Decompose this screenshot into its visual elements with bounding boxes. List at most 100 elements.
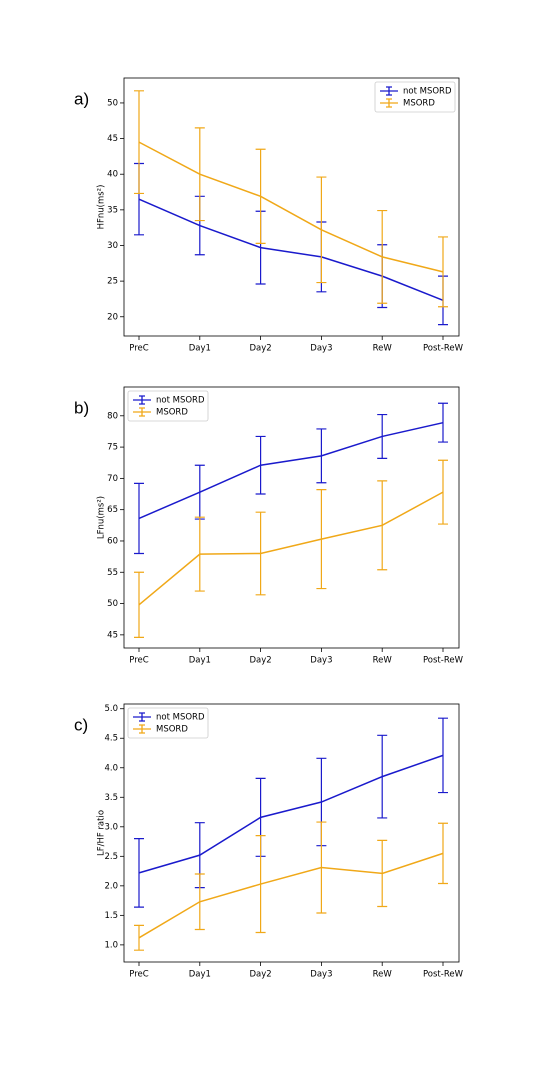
error-bar	[255, 435, 266, 495]
axes-frame	[123, 77, 460, 337]
series-line	[138, 491, 444, 606]
y-tick-label: 50	[107, 98, 118, 108]
legend-frame	[374, 81, 456, 113]
error-bar	[255, 511, 266, 596]
legend-swatch	[380, 86, 398, 96]
panel: b) LFnu(ms²) 45 50 55 60 65 70 75 80 PreC Day1 Day2 D…	[74, 386, 464, 666]
x-tick-label: PreC	[129, 656, 149, 666]
y-tick-label: 40	[107, 170, 118, 180]
panel: c) LF/HF ratio 1.0 1.5 2.0 2.5 3.0 3.5 4.0 4.5 5.0…	[74, 703, 464, 980]
error-bar	[194, 873, 205, 931]
error-bar	[438, 236, 448, 308]
legend-label: MSORD	[156, 725, 188, 735]
error-bar	[377, 480, 388, 571]
y-tick-label: 60	[107, 536, 118, 546]
x-tick-label: Day2	[249, 970, 271, 980]
error-bar	[194, 516, 205, 592]
y-tick-label: 1.5	[104, 911, 118, 921]
y-tick-label: 2.5	[104, 852, 118, 862]
series-line	[138, 141, 444, 273]
y-tick-label: 30	[107, 241, 118, 251]
y-tick-label: 20	[107, 312, 118, 322]
y-axis-label: LF/HF ratio	[97, 810, 107, 856]
y-tick-label: 1.0	[104, 940, 118, 950]
error-bar	[438, 822, 448, 885]
legend-swatch	[133, 724, 151, 734]
error-bar	[377, 209, 388, 304]
error-bar	[438, 459, 448, 525]
x-tick-label: ReW	[373, 344, 393, 354]
x-tick-label: Day2	[249, 344, 271, 354]
error-bar	[134, 90, 144, 195]
x-tick-label: Day3	[310, 344, 332, 354]
error-bar	[377, 413, 388, 459]
error-bar	[255, 148, 266, 244]
legend-frame	[127, 390, 209, 422]
x-tick-label: PreC	[129, 970, 149, 980]
y-tick-label: 45	[107, 630, 118, 640]
y-tick-label: 4.5	[104, 734, 118, 744]
x-tick-label: Post-ReW	[423, 970, 464, 980]
x-tick-label: Day1	[189, 970, 211, 980]
legend: not MSORD MSORD	[127, 707, 209, 739]
legend-label: MSORD	[156, 408, 188, 418]
error-bar	[134, 838, 144, 908]
axes-frame	[123, 386, 460, 649]
legend-label: MSORD	[403, 99, 435, 109]
y-tick-label: 3.0	[104, 822, 118, 832]
error-bar	[316, 489, 327, 590]
error-bar	[194, 464, 205, 520]
panel-label: a)	[74, 89, 89, 108]
x-tick-label: Day1	[189, 344, 211, 354]
legend: not MSORD MSORD	[127, 390, 209, 422]
legend: not MSORD MSORD	[374, 81, 456, 113]
panel: a) HFnu(ms²) 20 25 30 35 40 45 50 PreC Day1 Day2 Day…	[74, 77, 464, 354]
error-bar	[438, 402, 448, 443]
panel-label: c)	[74, 715, 88, 734]
axes-frame	[123, 703, 460, 963]
series-line	[138, 852, 444, 939]
y-tick-label: 50	[107, 599, 118, 609]
error-bar	[255, 835, 266, 934]
error-bar	[194, 127, 205, 222]
y-tick-label: 35	[107, 205, 118, 215]
x-tick-label: Day2	[249, 656, 271, 666]
legend-swatch	[380, 98, 398, 108]
legend-label: not MSORD	[403, 87, 452, 97]
x-tick-label: PreC	[129, 344, 149, 354]
y-axis-label: LFnu(ms²)	[97, 496, 107, 539]
y-tick-label: 4.0	[104, 763, 118, 773]
panel-label: b)	[74, 398, 89, 417]
legend-frame	[127, 707, 209, 739]
x-tick-label: Day3	[310, 656, 332, 666]
error-bar	[377, 734, 388, 819]
error-bar	[377, 839, 388, 908]
legend-label: not MSORD	[156, 396, 205, 406]
series-line	[138, 198, 444, 302]
y-axis-label: HFnu(ms²)	[97, 185, 107, 230]
error-bar	[134, 924, 144, 951]
y-tick-label: 5.0	[104, 704, 118, 714]
series-line	[138, 421, 444, 520]
error-bar	[438, 717, 448, 794]
error-bar	[316, 821, 327, 914]
error-bar	[134, 482, 144, 555]
y-tick-label: 75	[107, 443, 118, 453]
x-tick-label: Post-ReW	[423, 344, 464, 354]
legend-swatch	[133, 407, 151, 417]
y-tick-label: 2.0	[104, 881, 118, 891]
series-line	[138, 754, 444, 874]
error-bar	[316, 176, 327, 284]
y-tick-label: 55	[107, 568, 118, 578]
error-bar	[134, 571, 144, 638]
legend-swatch	[133, 395, 151, 405]
y-tick-label: 45	[107, 134, 118, 144]
legend-label: not MSORD	[156, 713, 205, 723]
y-tick-label: 65	[107, 505, 118, 515]
error-bar	[316, 428, 327, 484]
y-tick-label: 70	[107, 474, 118, 484]
x-tick-label: ReW	[373, 656, 393, 666]
x-tick-label: Day3	[310, 970, 332, 980]
x-tick-label: Post-ReW	[423, 656, 464, 666]
